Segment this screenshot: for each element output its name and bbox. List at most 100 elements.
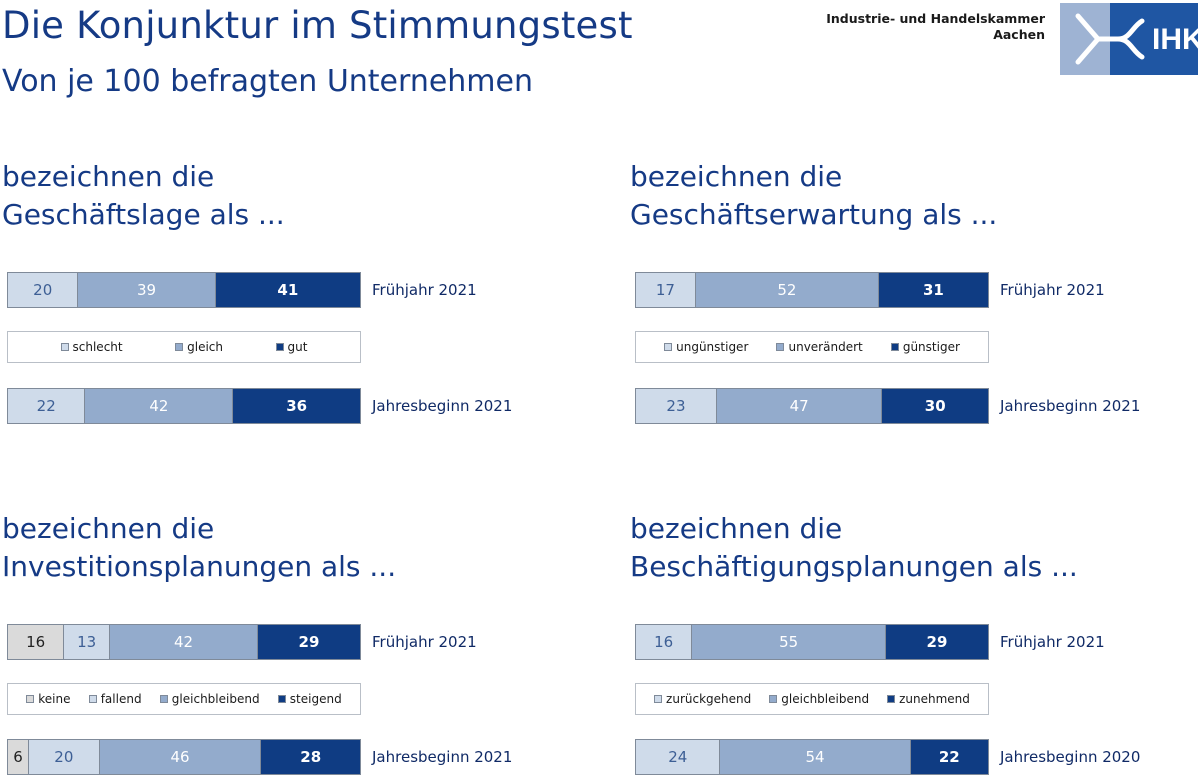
legend-item: gut	[275, 340, 308, 354]
logo-text: IHK	[1152, 23, 1198, 56]
logo-mark-icon	[1075, 13, 1145, 65]
legend-swatch	[887, 695, 896, 703]
bar-segment: 54	[720, 740, 911, 774]
chart-legend: ungünstiger unverändert günstiger	[635, 331, 989, 363]
legend-item: zunehmend	[887, 692, 970, 706]
legend-swatch	[769, 695, 778, 703]
chart-title-line: bezeichnen die	[630, 512, 843, 545]
chart-title-line: Beschäftigungsplanungen als ...	[630, 550, 1078, 583]
chart-legend: keine fallend gleichbleibend steigend	[7, 683, 361, 715]
bar-segment: 29	[885, 625, 988, 659]
stacked-bar: 23 47 30	[635, 388, 989, 424]
bar-segment: 39	[78, 273, 216, 307]
legend-item: gleichbleibend	[769, 692, 869, 706]
legend-label: gleichbleibend	[171, 692, 260, 706]
page-subtitle: Von je 100 befragten Unternehmen	[2, 64, 533, 99]
chart-title-line: bezeichnen die	[2, 160, 215, 193]
bar-segment: 42	[110, 625, 258, 659]
page-title: Die Konjunktur im Stimmungstest	[2, 4, 633, 47]
legend-item: keine	[26, 692, 70, 706]
legend-swatch	[175, 343, 184, 351]
category-label: Jahresbeginn 2021	[372, 748, 513, 766]
bar-segment: 20	[29, 740, 100, 774]
stacked-bar: 17 52 31	[635, 272, 989, 308]
organization-name-line1: Industrie- und Handelskammer	[826, 11, 1045, 26]
bar-segment: 6	[8, 740, 30, 774]
bar-segment: 16	[636, 625, 693, 659]
legend-label: gut	[287, 340, 308, 354]
legend-swatch	[776, 343, 785, 351]
legend-swatch	[275, 343, 284, 351]
bar-segment: 23	[636, 389, 717, 423]
stacked-bar: 16 13 42 29	[7, 624, 361, 660]
category-label: Frühjahr 2021	[1000, 633, 1105, 651]
legend-label: gleich	[187, 340, 223, 354]
ihk-logo: IHK	[1060, 3, 1198, 75]
chart-title: bezeichnen die Beschäftigungsplanungen al…	[630, 510, 1078, 586]
legend-swatch	[159, 695, 168, 703]
legend-label: fallend	[100, 692, 142, 706]
category-label: Jahresbeginn 2021	[372, 397, 513, 415]
bar-segment: 30	[882, 389, 988, 423]
bar-segment: 22	[8, 389, 86, 423]
organization-name-line2: Aachen	[993, 27, 1045, 42]
organization-name: Industrie- und Handelskammer Aachen	[826, 11, 1045, 43]
legend-item: gleich	[175, 340, 223, 354]
chart-title-line: Geschäftslage als ...	[2, 198, 285, 231]
bar-segment: 47	[716, 389, 883, 423]
legend-swatch	[88, 695, 97, 703]
legend-swatch	[277, 695, 286, 703]
bar-segment: 28	[261, 740, 360, 774]
legend-swatch	[26, 695, 35, 703]
stacked-bar: 16 55 29	[635, 624, 989, 660]
chart-title-line: bezeichnen die	[2, 512, 215, 545]
legend-swatch	[60, 343, 69, 351]
chart-title: bezeichnen die Investitionsplanungen als …	[2, 510, 396, 586]
legend-label: steigend	[289, 692, 342, 706]
bar-segment: 46	[99, 740, 262, 774]
legend-item: steigend	[277, 692, 342, 706]
stacked-bar: 6 20 46 28	[7, 739, 361, 775]
category-label: Frühjahr 2021	[372, 633, 477, 651]
bar-segment: 55	[692, 625, 886, 659]
category-label: Jahresbeginn 2021	[1000, 397, 1141, 415]
chart-title-line: Investitionsplanungen als ...	[2, 550, 397, 583]
legend-swatch	[654, 695, 663, 703]
stacked-bar: 22 42 36	[7, 388, 361, 424]
legend-item: ungünstiger	[664, 340, 748, 354]
bar-segment: 42	[85, 389, 234, 423]
bar-segment: 52	[695, 273, 879, 307]
legend-label: zurückgehend	[666, 692, 752, 706]
bar-segment: 29	[257, 625, 360, 659]
legend-label: günstiger	[902, 340, 960, 354]
bar-segment: 20	[8, 273, 79, 307]
legend-label: gleichbleibend	[781, 692, 870, 706]
legend-item: unverändert	[776, 340, 863, 354]
legend-swatch	[664, 343, 673, 351]
bar-segment: 13	[64, 625, 111, 659]
legend-swatch	[890, 343, 899, 351]
legend-item: fallend	[88, 692, 142, 706]
legend-label: zunehmend	[899, 692, 970, 706]
bar-segment: 24	[636, 740, 721, 774]
legend-item: gleichbleibend	[159, 692, 260, 706]
chart-legend: schlecht gleich gut	[7, 331, 361, 363]
legend-label: ungünstiger	[676, 340, 749, 354]
legend-label: unverändert	[788, 340, 863, 354]
legend-label: keine	[38, 692, 71, 706]
legend-item: zurückgehend	[654, 692, 751, 706]
category-label: Jahresbeginn 2020	[1000, 748, 1141, 766]
bar-segment: 31	[878, 273, 988, 307]
chart-title-line: bezeichnen die	[630, 160, 843, 193]
chart-title: bezeichnen die Geschäftserwartung als ...	[630, 158, 997, 234]
stacked-bar: 24 54 22	[635, 739, 989, 775]
bar-segment: 22	[910, 740, 988, 774]
category-label: Frühjahr 2021	[372, 281, 477, 299]
legend-item: schlecht	[60, 340, 123, 354]
legend-item: günstiger	[890, 340, 960, 354]
legend-label: schlecht	[72, 340, 123, 354]
stacked-bar: 20 39 41	[7, 272, 361, 308]
bar-segment: 17	[636, 273, 696, 307]
bar-segment: 16	[8, 625, 65, 659]
chart-title-line: Geschäftserwartung als ...	[630, 198, 998, 231]
